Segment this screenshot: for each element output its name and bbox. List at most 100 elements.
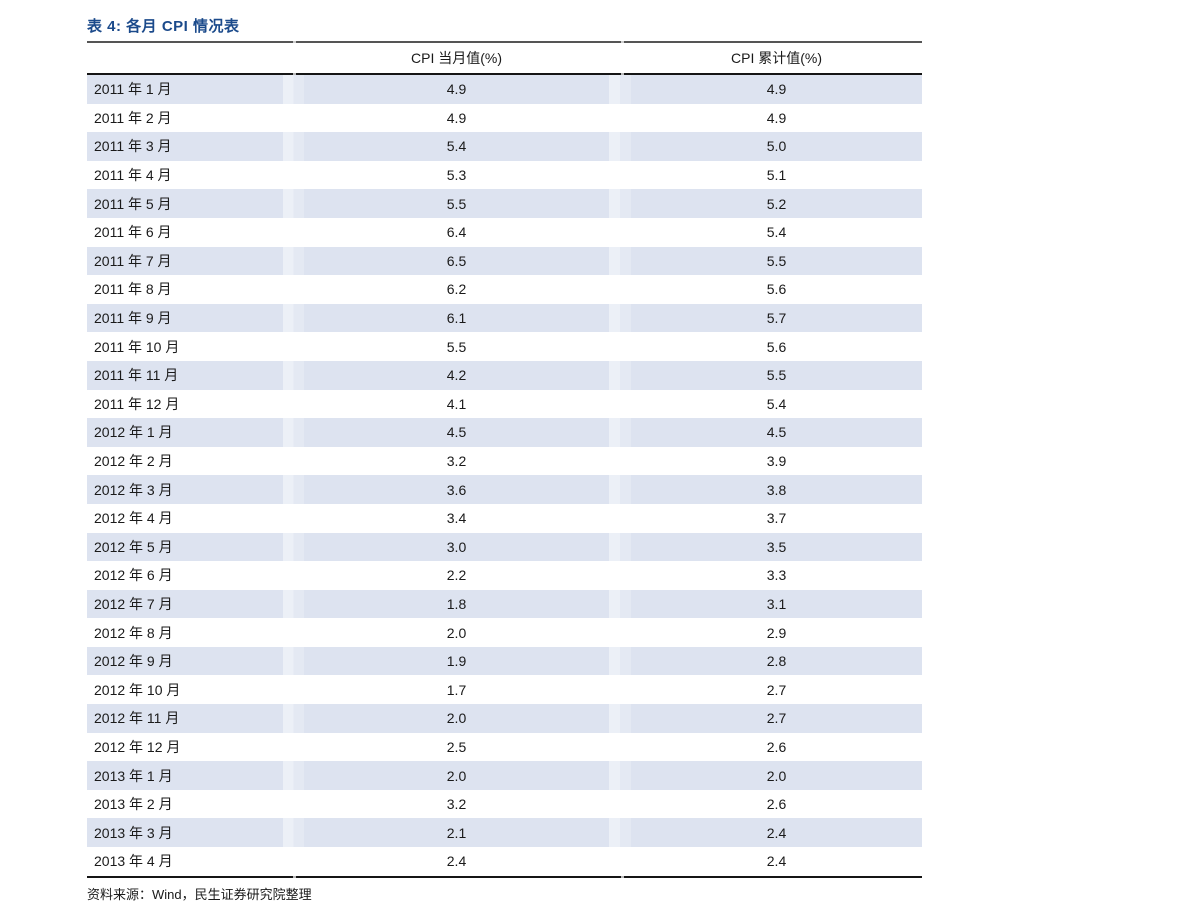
column-separator <box>609 704 631 733</box>
cell-month: 2012 年 9 月 <box>94 653 173 670</box>
column-header-row: CPI 当月值(%) CPI 累计值(%) <box>87 43 922 73</box>
column-separator <box>283 675 304 704</box>
column-separator <box>609 275 631 304</box>
column-separator <box>609 447 631 476</box>
table-row: 2012 年 11 月 2.0 2.7 <box>87 704 922 733</box>
cell-month: 2011 年 3 月 <box>94 138 172 155</box>
table-row: 2012 年 12 月 2.5 2.6 <box>87 733 922 762</box>
cell-cpi-current: 1.7 <box>446 681 467 698</box>
table-row: 2012 年 6 月 2.2 3.3 <box>87 561 922 590</box>
column-separator <box>609 189 631 218</box>
cell-cpi-current: 3.2 <box>446 453 467 470</box>
cell-cpi-cumulative: 2.4 <box>766 824 787 841</box>
table-row: 2011 年 2 月 4.9 4.9 <box>87 104 922 133</box>
column-separator <box>609 532 631 562</box>
cell-cpi-cumulative: 2.9 <box>766 624 787 641</box>
column-separator <box>609 504 631 533</box>
column-separator <box>283 360 304 390</box>
table-row: 2011 年 9 月 6.1 5.7 <box>87 303 922 333</box>
table-row: 2012 年 7 月 1.8 3.1 <box>87 589 922 619</box>
column-separator <box>283 332 304 361</box>
table-row: 2012 年 4 月 3.4 3.7 <box>87 504 922 533</box>
header-cpi-cumulative: CPI 累计值(%) <box>731 50 822 66</box>
column-separator <box>283 646 304 676</box>
table-row: 2011 年 12 月 4.1 5.4 <box>87 390 922 419</box>
column-separator <box>609 675 631 704</box>
table-row: 2011 年 3 月 5.4 5.0 <box>87 132 922 161</box>
cell-cpi-cumulative: 5.6 <box>766 338 787 355</box>
cell-cpi-current: 5.3 <box>446 167 467 184</box>
cell-cpi-current: 2.0 <box>446 710 467 727</box>
column-separator <box>283 475 304 504</box>
table-row: 2012 年 8 月 2.0 2.9 <box>87 618 922 647</box>
cell-cpi-current: 6.4 <box>446 224 467 241</box>
column-separator <box>609 132 631 161</box>
cell-month: 2011 年 5 月 <box>94 195 172 212</box>
table-row: 2011 年 11 月 4.2 5.5 <box>87 360 922 390</box>
cell-month: 2011 年 12 月 <box>94 395 180 412</box>
cell-cpi-cumulative: 5.0 <box>766 138 787 155</box>
divider-gap <box>293 41 296 43</box>
column-separator <box>609 246 631 276</box>
cell-month: 2011 年 6 月 <box>94 224 172 241</box>
column-separator <box>609 818 631 848</box>
column-separator <box>283 132 304 161</box>
cell-cpi-cumulative: 3.7 <box>766 510 787 527</box>
column-separator <box>609 104 631 133</box>
column-separator <box>283 390 304 419</box>
header-divider <box>87 73 922 75</box>
cell-month: 2012 年 8 月 <box>94 624 173 641</box>
cell-cpi-cumulative: 2.6 <box>766 796 787 813</box>
cell-month: 2011 年 10 月 <box>94 338 180 355</box>
table-row: 2011 年 5 月 5.5 5.2 <box>87 189 922 218</box>
cell-cpi-current: 1.8 <box>446 595 467 612</box>
source-note: 资料来源：Wind，民生证券研究院整理 <box>87 886 312 902</box>
cell-month: 2011 年 9 月 <box>94 310 172 327</box>
cell-cpi-cumulative: 5.6 <box>766 281 787 298</box>
cell-cpi-cumulative: 3.1 <box>766 595 787 612</box>
cell-cpi-current: 3.0 <box>446 538 467 555</box>
table-title: 表 4: 各月 CPI 情况表 <box>87 18 240 35</box>
cell-month: 2011 年 1 月 <box>94 81 172 98</box>
table-row: 2012 年 1 月 4.5 4.5 <box>87 418 922 447</box>
column-separator <box>609 790 631 819</box>
cell-cpi-current: 5.4 <box>446 138 467 155</box>
cell-month: 2012 年 1 月 <box>94 424 173 441</box>
column-separator <box>283 418 304 447</box>
cell-cpi-cumulative: 5.5 <box>766 367 787 384</box>
column-separator <box>609 218 631 247</box>
column-separator <box>609 475 631 504</box>
table-row: 2013 年 2 月 3.2 2.6 <box>87 790 922 819</box>
title-divider <box>87 41 922 43</box>
cell-cpi-cumulative: 5.5 <box>766 252 787 269</box>
cell-cpi-cumulative: 3.3 <box>766 567 787 584</box>
column-separator <box>283 847 304 876</box>
cell-month: 2013 年 1 月 <box>94 767 173 784</box>
column-separator <box>283 218 304 247</box>
cell-month: 2012 年 11 月 <box>94 710 180 727</box>
cell-cpi-cumulative: 3.8 <box>766 481 787 498</box>
table-row: 2012 年 3 月 3.6 3.8 <box>87 475 922 504</box>
cell-cpi-cumulative: 2.7 <box>766 710 787 727</box>
cell-cpi-cumulative: 5.2 <box>766 195 787 212</box>
cell-month: 2012 年 7 月 <box>94 595 173 612</box>
table-row: 2011 年 8 月 6.2 5.6 <box>87 275 922 304</box>
cell-cpi-current: 4.9 <box>446 109 467 126</box>
column-separator <box>609 161 631 190</box>
table-row: 2012 年 5 月 3.0 3.5 <box>87 532 922 562</box>
column-separator <box>609 561 631 590</box>
divider-gap <box>293 875 296 878</box>
cell-cpi-cumulative: 5.7 <box>766 310 787 327</box>
cell-cpi-current: 4.9 <box>446 81 467 98</box>
column-separator <box>609 847 631 876</box>
cell-cpi-cumulative: 2.0 <box>766 767 787 784</box>
cell-month: 2012 年 12 月 <box>94 738 181 755</box>
column-separator <box>283 504 304 533</box>
table-body: 2011 年 1 月 4.9 4.9 2011 年 2 月 4.9 4.9 20… <box>87 75 922 876</box>
cell-month: 2011 年 7 月 <box>94 252 172 269</box>
column-separator <box>609 646 631 676</box>
column-separator <box>609 390 631 419</box>
cell-cpi-cumulative: 2.6 <box>766 738 787 755</box>
column-separator <box>609 761 631 790</box>
